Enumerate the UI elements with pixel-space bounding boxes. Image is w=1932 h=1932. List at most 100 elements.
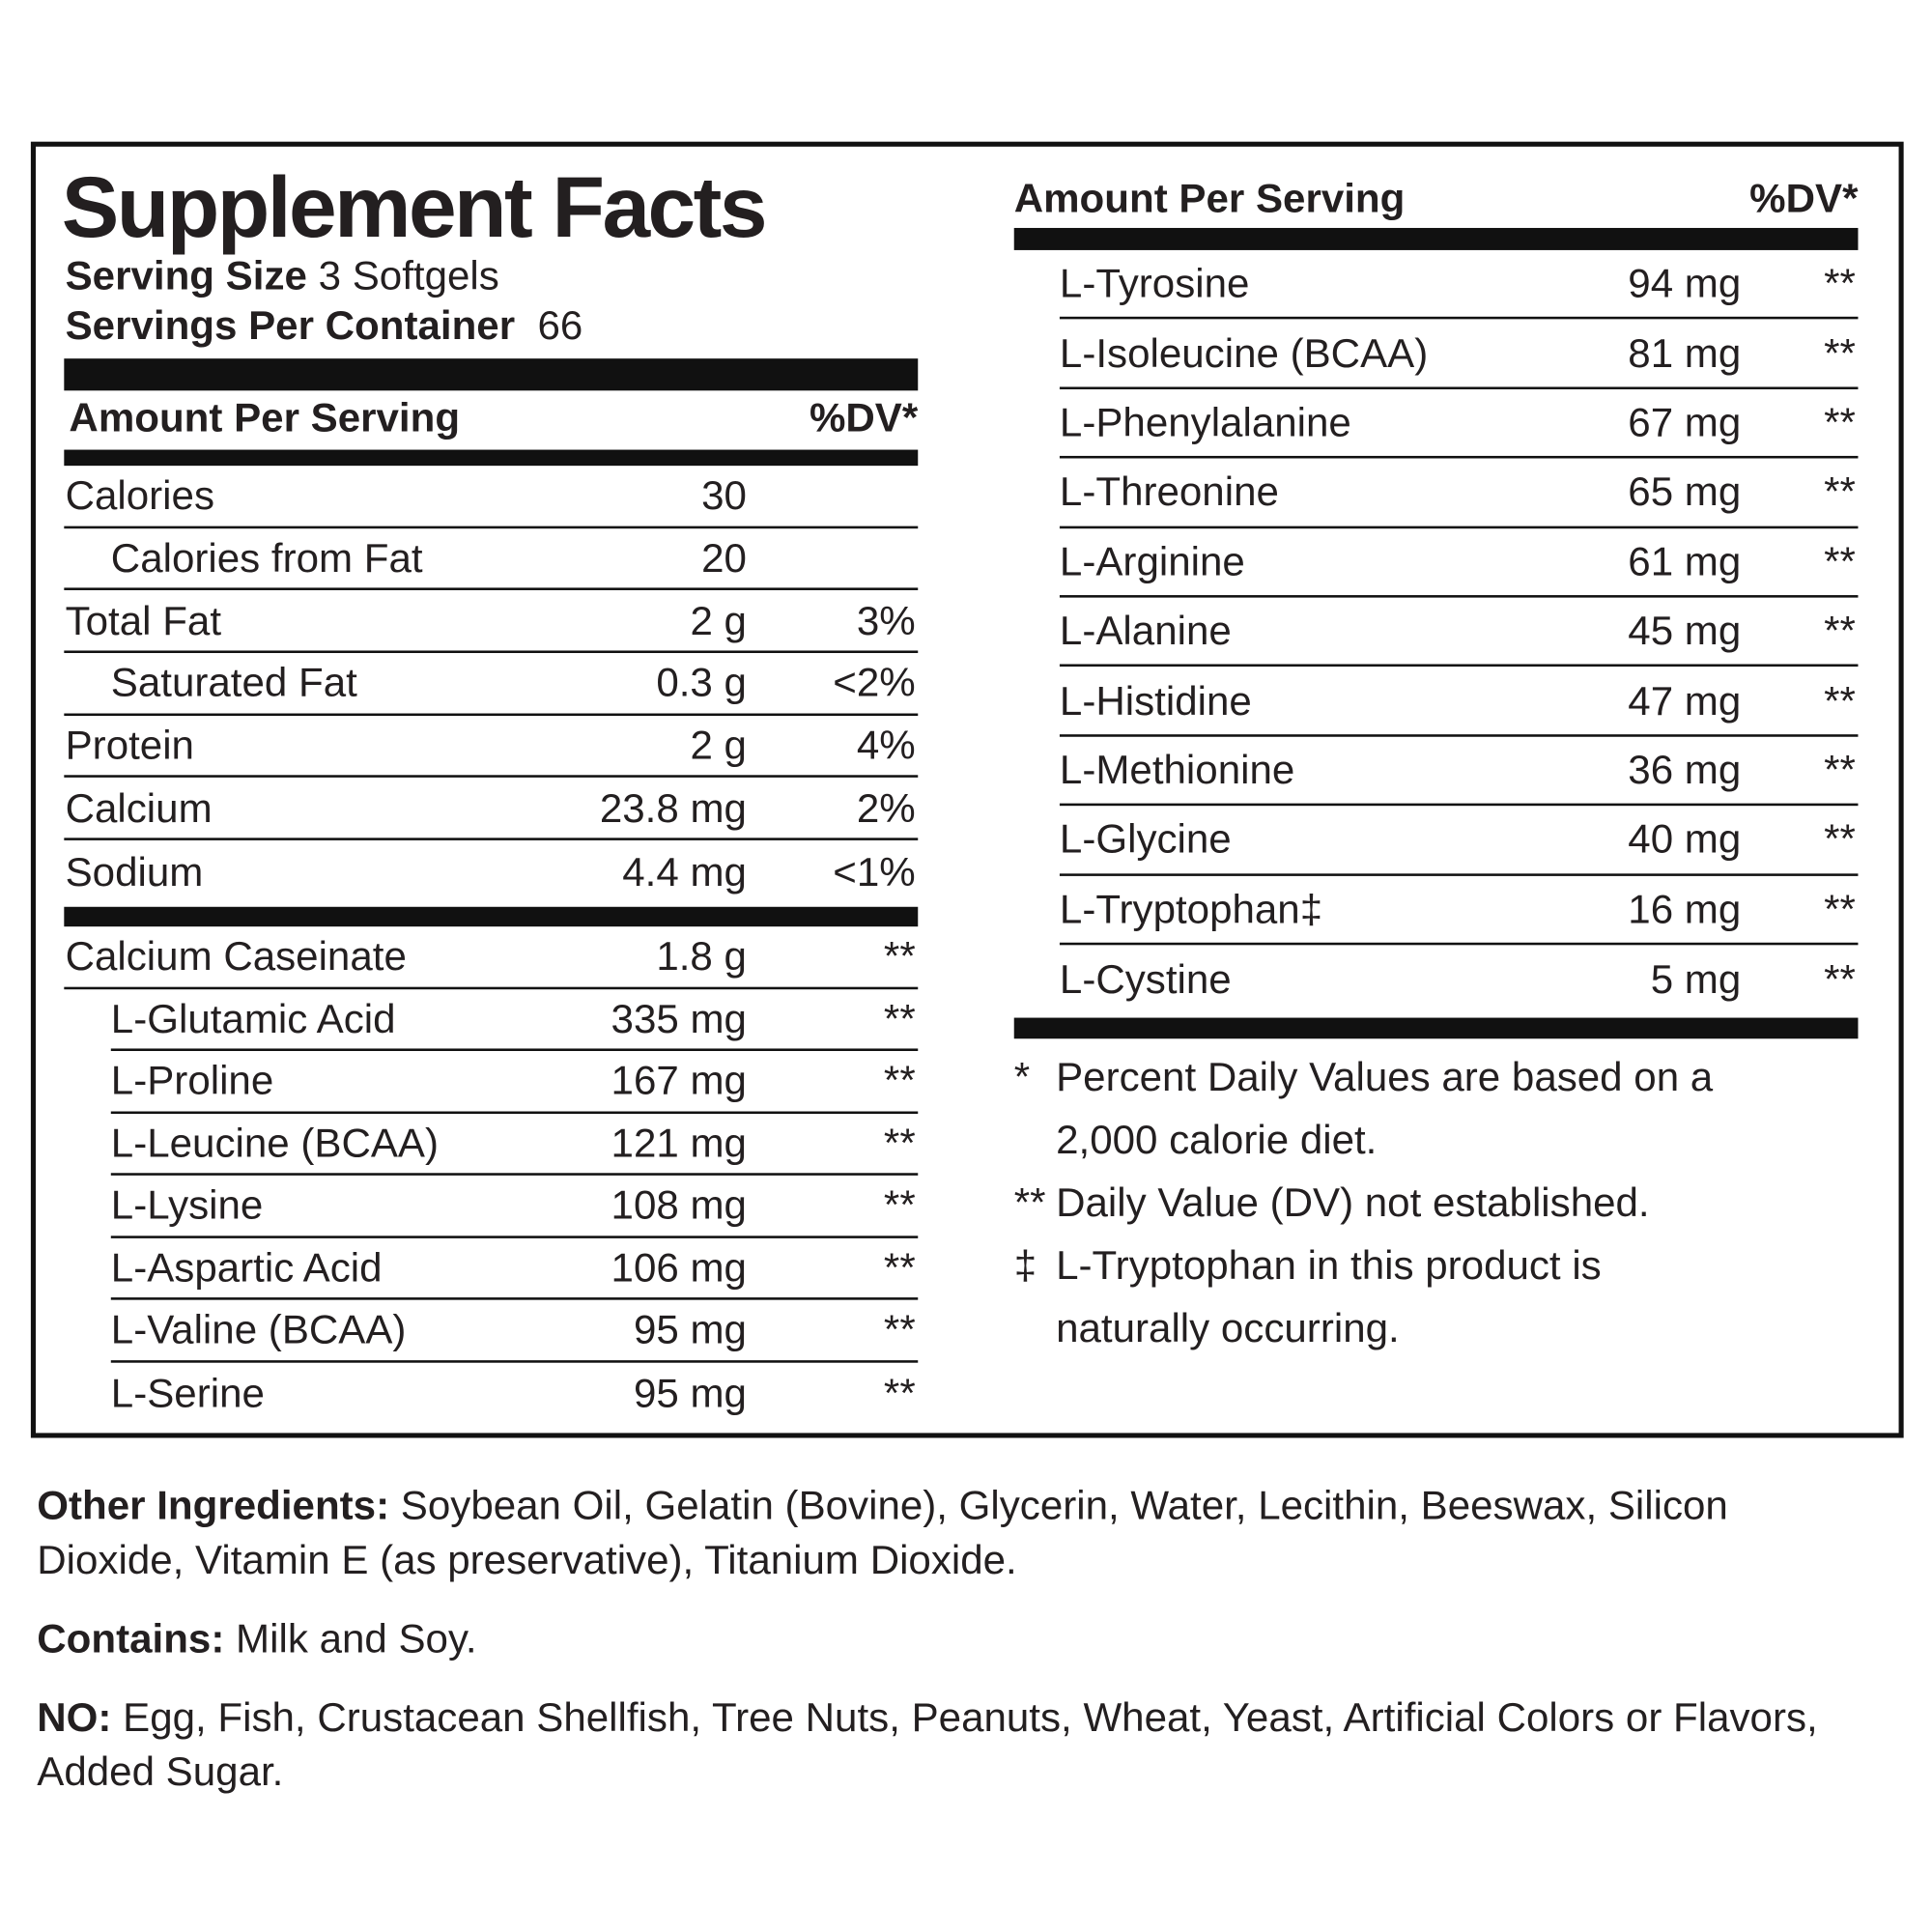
amount: 108 mg — [611, 1181, 747, 1228]
name: L-Glycine — [1059, 815, 1232, 863]
row: L-Cystine 5 mg ** — [1060, 945, 1859, 1014]
label: Contains: — [37, 1615, 225, 1662]
dv: ** — [883, 1120, 916, 1166]
dv: ** — [1824, 885, 1856, 931]
name: L-Proline — [110, 1057, 274, 1103]
row: L-Tyrosine 94 mg ** — [1059, 250, 1859, 320]
amount: 30 — [701, 471, 747, 519]
dv: 4% — [856, 722, 916, 768]
amount: 2 g — [690, 597, 747, 643]
dv: <2% — [833, 659, 916, 706]
dv: ** — [1824, 260, 1856, 306]
dv: ** — [883, 995, 916, 1041]
servings-per-container: Servings Per Container 66 — [66, 301, 583, 348]
row: L-Isoleucine (BCAA) 81 mg ** — [1059, 320, 1859, 389]
footnote: ** Daily Value (DV) not established. — [1014, 1171, 1753, 1234]
amount: 106 mg — [611, 1243, 747, 1291]
name: L-Histidine — [1059, 676, 1252, 724]
dv: ** — [883, 1370, 916, 1416]
dv: ** — [1824, 746, 1856, 793]
dv: 2% — [856, 784, 916, 831]
row: Calories from Fat 20 — [64, 528, 919, 591]
row: L-Histidine 47 mg ** — [1059, 668, 1859, 737]
marker: ** — [1013, 1179, 1046, 1225]
header-amount: Amount Per Serving — [69, 394, 461, 440]
name: Calcium — [65, 784, 213, 831]
amount: 95 mg — [633, 1306, 747, 1352]
amount: 5 mg — [1650, 956, 1742, 1003]
amount: 81 mg — [1628, 329, 1742, 376]
dv: ** — [1824, 676, 1856, 724]
name: L-Leucine (BCAA) — [110, 1120, 440, 1166]
amount: 0.3 g — [656, 659, 747, 706]
amount: 45 mg — [1628, 608, 1742, 654]
label: Serving Size — [65, 252, 307, 298]
amount: 47 mg — [1628, 676, 1742, 724]
text: Daily Value (DV) not established. — [1056, 1179, 1650, 1225]
value: 66 — [537, 301, 583, 348]
amount: 121 mg — [611, 1120, 747, 1166]
no: NO: Egg, Fish, Crustacean Shellfish, Tre… — [37, 1690, 1861, 1799]
amount: 40 mg — [1628, 815, 1742, 863]
name: L-Lysine — [110, 1181, 264, 1228]
row: Calcium 23.8 mg 2% — [64, 778, 919, 841]
row: L-Proline 167 mg ** — [110, 1051, 919, 1114]
label: NO: — [37, 1693, 112, 1741]
label: Other Ingredients: — [37, 1482, 390, 1528]
thick-rule — [64, 358, 919, 391]
amount: 36 mg — [1628, 746, 1742, 793]
text: L-Tryptophan in this product is naturall… — [1056, 1241, 1602, 1350]
amount: 20 — [701, 534, 747, 581]
serving-size: Serving Size 3 Softgels — [66, 252, 499, 298]
dv: <1% — [833, 848, 916, 895]
name: L-Arginine — [1059, 538, 1245, 584]
name: L-Phenylalanine — [1059, 399, 1351, 445]
text: Egg, Fish, Crustacean Shellfish, Tree Nu… — [37, 1693, 1818, 1795]
name: Calcium Caseinate — [65, 932, 407, 980]
amount: 2 g — [690, 722, 747, 768]
contains: Contains: Milk and Soy. — [37, 1611, 1861, 1665]
name: L-Glutamic Acid — [110, 995, 396, 1041]
name: L-Threonine — [1059, 469, 1279, 515]
dv: ** — [883, 1181, 916, 1228]
marker: * — [1013, 1053, 1031, 1099]
thick-rule — [64, 906, 919, 927]
row: Sodium 4.4 mg <1% — [64, 840, 918, 903]
title: Supplement Facts — [61, 158, 768, 256]
name: L-Cystine — [1059, 956, 1232, 1003]
amount: 167 mg — [611, 1057, 747, 1103]
row: L-Lysine 108 mg ** — [110, 1176, 919, 1238]
row: L-Threonine 65 mg ** — [1059, 459, 1859, 528]
row: L-Glycine 40 mg ** — [1059, 806, 1859, 876]
footnotes: * Percent Daily Values are based on a 2,0… — [1014, 1045, 1753, 1359]
amount: 65 mg — [1628, 469, 1742, 515]
header-dv: %DV* — [809, 394, 919, 440]
dv: 3% — [856, 597, 916, 643]
amount: 4.4 mg — [622, 848, 747, 895]
row: Protein 2 g 4% — [64, 716, 919, 779]
row: L-Serine 95 mg ** — [111, 1362, 918, 1424]
name: L-Alanine — [1059, 608, 1232, 654]
dv: ** — [1824, 469, 1856, 515]
name: Sodium — [65, 848, 204, 895]
dv: ** — [1824, 329, 1856, 376]
footnote: * Percent Daily Values are based on a 2,0… — [1014, 1045, 1753, 1171]
row: L-Glutamic Acid 335 mg ** — [110, 989, 919, 1052]
row: L-Aspartic Acid 106 mg ** — [110, 1237, 919, 1300]
row: L-Phenylalanine 67 mg ** — [1059, 389, 1859, 459]
text: Soybean Oil, Gelatin (Bovine), Glycerin,… — [37, 1482, 1728, 1582]
name: L-Serine — [110, 1370, 265, 1416]
marker: ‡ — [1013, 1241, 1037, 1288]
amount: 95 mg — [633, 1370, 747, 1416]
thick-rule — [1013, 1017, 1859, 1039]
name: L-Tyrosine — [1059, 260, 1250, 306]
facts-box — [30, 141, 1904, 1438]
name: Calories from Fat — [110, 534, 423, 581]
name: L-Isoleucine (BCAA) — [1059, 329, 1429, 376]
dv: ** — [1824, 956, 1856, 1003]
row: Calcium Caseinate 1.8 g ** — [64, 926, 919, 989]
amount: 23.8 mg — [599, 784, 747, 831]
row: Calories 30 — [64, 466, 919, 528]
